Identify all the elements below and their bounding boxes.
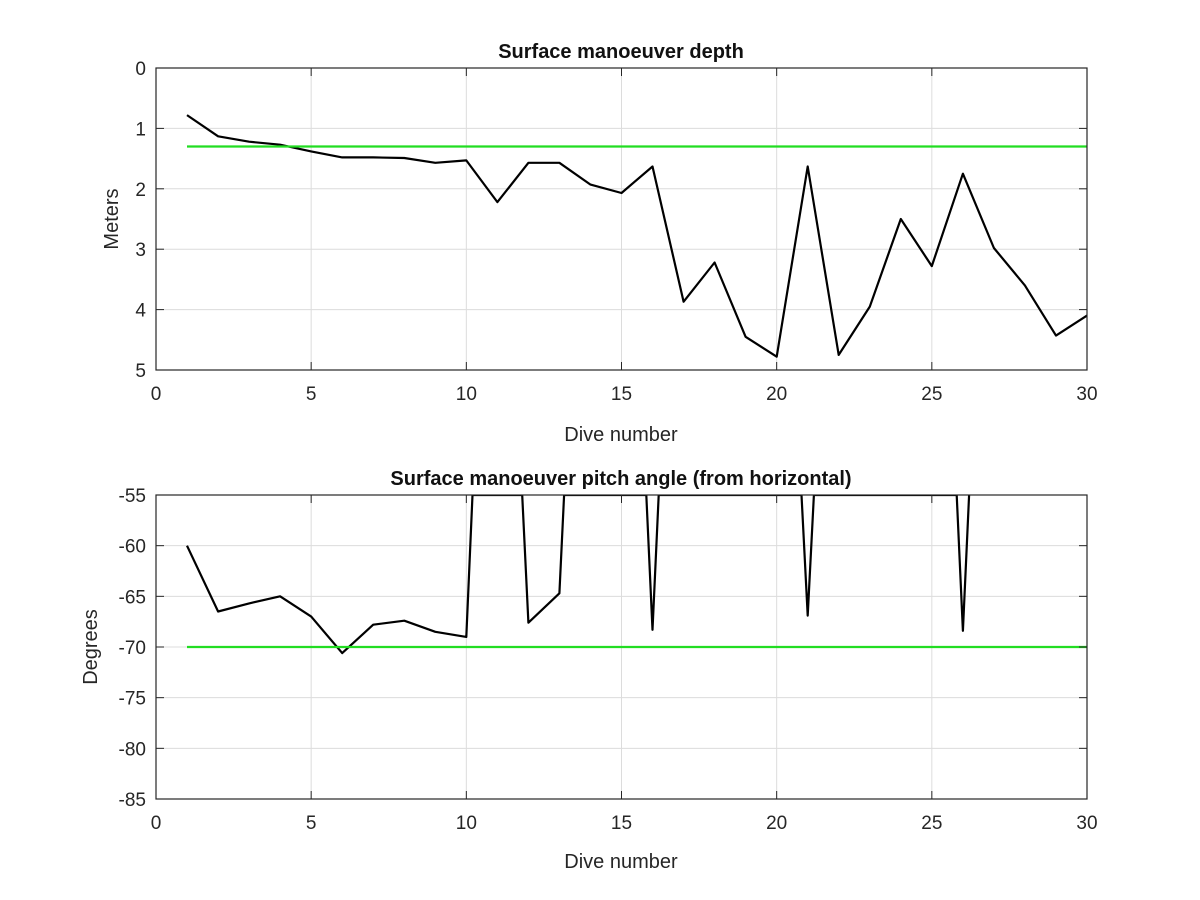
depth-y-axis-label: Meters [101, 188, 123, 249]
depth-y-tick-label: 3 [135, 240, 146, 261]
depth-y-tick-label: 2 [135, 180, 146, 201]
pitch-ticks: 0 5 10 15 20 25 30 -55 -60 -65 -70 -75 -80 -85 [119, 486, 1098, 834]
pitch-x-tick-label: 30 [1076, 813, 1097, 834]
depth-series [186, 114, 1087, 358]
pitch-panel: 0 5 10 15 20 25 30 -55 -60 -65 -70 -75 -80 -85 Surfac… [80, 468, 1098, 873]
depth-x-axis-label: Dive number [564, 424, 678, 446]
pitch-y-tick-label: -70 [119, 638, 146, 659]
pitch-data-line [186, 495, 971, 655]
pitch-x-tick-label: 5 [306, 813, 317, 834]
depth-x-tick-label: 15 [611, 384, 632, 405]
pitch-y-tick-label: -80 [119, 739, 146, 760]
pitch-x-tick-label: 25 [921, 813, 942, 834]
depth-y-tick-label: 5 [135, 361, 146, 382]
depth-x-tick-label: 25 [921, 384, 942, 405]
pitch-x-tick-label: 15 [611, 813, 632, 834]
pitch-x-tick-label: 10 [456, 813, 477, 834]
depth-x-tick-label: 10 [456, 384, 477, 405]
pitch-y-tick-label: -55 [119, 486, 146, 507]
depth-y-tick-label: 4 [135, 301, 146, 322]
depth-x-tick-label: 20 [766, 384, 787, 405]
pitch-y-tick-label: -75 [119, 689, 146, 710]
pitch-y-tick-label: -85 [119, 790, 146, 811]
depth-x-tick-label: 0 [151, 384, 162, 405]
depth-y-tick-label: 1 [135, 119, 146, 140]
pitch-chart-title: Surface manoeuver pitch angle (from hori… [390, 468, 851, 490]
depth-x-tick-label: 5 [306, 384, 317, 405]
pitch-x-tick-label: 20 [766, 813, 787, 834]
depth-grid [156, 68, 1087, 370]
depth-y-tick-label: 0 [135, 59, 146, 80]
depth-x-tick-label: 30 [1076, 384, 1097, 405]
pitch-y-tick-label: -65 [119, 587, 146, 608]
pitch-y-tick-label: -60 [119, 537, 146, 558]
depth-chart-title: Surface manoeuver depth [498, 41, 744, 63]
pitch-x-tick-label: 0 [151, 813, 162, 834]
pitch-series [186, 495, 1087, 655]
depth-data-line [186, 114, 1087, 358]
pitch-y-axis-label: Degrees [80, 609, 102, 685]
pitch-x-axis-label: Dive number [564, 851, 678, 873]
